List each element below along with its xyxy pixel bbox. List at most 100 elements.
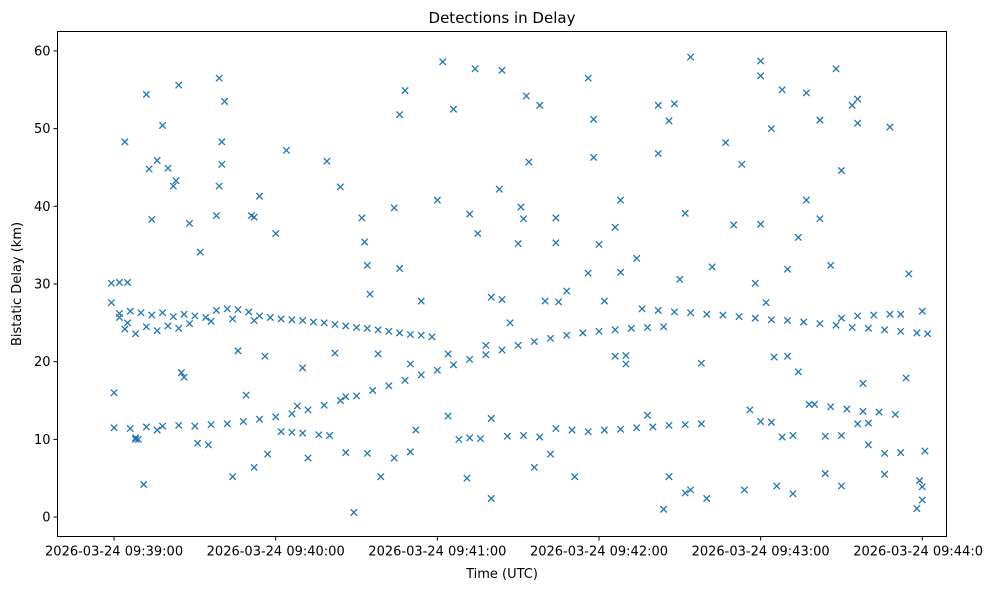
data-point (638, 305, 646, 313)
data-point (584, 74, 592, 82)
data-point (794, 233, 802, 242)
data-point (767, 124, 776, 133)
data-point (293, 402, 301, 410)
data-point (272, 229, 280, 238)
data-point (848, 101, 856, 109)
data-point (304, 454, 312, 462)
data-point (517, 203, 525, 211)
data-point (837, 431, 846, 440)
data-point (783, 352, 792, 360)
data-point (218, 138, 226, 146)
data-point (158, 309, 167, 317)
data-point (266, 313, 274, 322)
y-tick-label: 40 (34, 200, 51, 215)
data-point (738, 160, 746, 169)
data-point (616, 196, 625, 204)
data-point (193, 439, 202, 447)
data-point (546, 334, 555, 343)
data-point (474, 229, 482, 238)
data-point (126, 424, 134, 433)
data-point (142, 90, 151, 99)
data-point (783, 265, 792, 273)
data-point (853, 119, 862, 127)
data-point (579, 329, 587, 337)
data-point (107, 298, 116, 307)
data-point (153, 426, 161, 434)
data-point (202, 313, 210, 322)
data-point (352, 392, 361, 400)
data-point (412, 426, 420, 434)
data-point (406, 330, 415, 339)
data-point (864, 441, 873, 449)
data-point (406, 448, 415, 456)
data-point (735, 312, 743, 321)
data-point (401, 376, 409, 384)
data-point (880, 449, 889, 458)
data-point (805, 400, 813, 409)
data-point (880, 326, 889, 334)
data-point (821, 432, 829, 440)
data-point (665, 421, 673, 430)
data-point (223, 305, 231, 313)
data-point (746, 406, 754, 414)
data-point (853, 312, 862, 320)
data-point (336, 183, 345, 191)
data-point (250, 316, 258, 325)
data-point (697, 359, 706, 367)
data-point (320, 319, 328, 327)
data-point (773, 482, 781, 490)
data-point (331, 349, 339, 357)
data-point (377, 473, 385, 481)
data-point (360, 238, 369, 246)
data-point (530, 337, 538, 346)
data-point (589, 115, 598, 123)
data-point (158, 422, 167, 430)
y-axis-label: Bistatic Delay (km) (10, 222, 25, 346)
data-point (802, 89, 811, 97)
data-point (172, 177, 180, 185)
data-point (649, 423, 657, 431)
data-point (902, 374, 910, 382)
data-point (770, 353, 778, 361)
data-point (837, 314, 846, 322)
data-point (331, 320, 339, 329)
data-point (837, 482, 846, 490)
data-point (145, 165, 153, 173)
data-point (417, 297, 425, 305)
data-point (643, 411, 652, 419)
data-point (659, 505, 668, 513)
data-point (242, 391, 250, 399)
data-point (204, 441, 213, 449)
x-axis-label: Time (UTC) (465, 567, 538, 582)
scatter-points (107, 53, 932, 517)
data-point (816, 319, 824, 328)
data-point (304, 406, 312, 414)
data-point (616, 268, 625, 277)
data-point (853, 420, 862, 428)
x-tick-label: 2026-03-24 09:39:00 (45, 545, 183, 560)
data-point (288, 410, 296, 418)
data-point (864, 419, 873, 427)
plot-frame (57, 31, 947, 537)
data-point (665, 473, 673, 481)
data-point (584, 427, 592, 436)
data-point (185, 319, 194, 328)
data-point (234, 305, 242, 314)
data-point (180, 373, 188, 381)
data-point (466, 355, 474, 364)
data-point (455, 435, 463, 444)
data-point (503, 432, 512, 440)
data-point (390, 454, 398, 462)
data-point (676, 275, 684, 283)
data-point (616, 425, 625, 433)
data-point (250, 213, 258, 221)
y-tick-label: 30 (34, 278, 51, 293)
data-point (913, 329, 921, 337)
data-point (843, 405, 851, 413)
data-point (498, 66, 506, 75)
data-point (905, 270, 913, 278)
y-tick-label: 60 (34, 44, 51, 59)
data-point (921, 447, 929, 455)
data-point (897, 327, 905, 336)
data-point (756, 57, 765, 65)
